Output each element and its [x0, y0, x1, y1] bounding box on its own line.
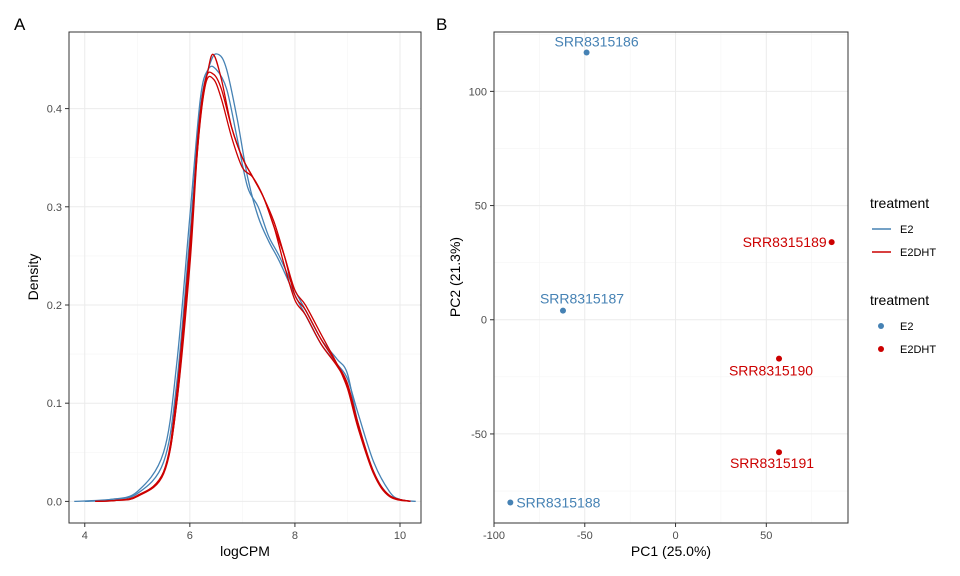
pca-y-tick-label: 0	[481, 315, 487, 327]
legend-line-treatment: treatment E2 E2DHT	[870, 195, 936, 259]
legend-point-key-e2dht	[878, 346, 884, 352]
density-x-axis-title: logCPM	[220, 543, 270, 559]
legend-point-key-e2	[878, 323, 884, 329]
pca-y-axis-title: PC2 (21.3%)	[447, 237, 463, 317]
pca-plot: SRR8315186 SRR8315187 SRR8315188 SRR8315189…	[447, 31, 849, 559]
panel-tag-b: B	[436, 15, 447, 34]
density-x-tick-label: 6	[187, 530, 193, 542]
density-plot: 4 6 8 10 0.0 0.1 0.2 0.3 0.4 logCPM Density	[25, 31, 422, 559]
density-grid	[69, 32, 421, 523]
pca-plot-background	[494, 32, 848, 523]
density-curves	[74, 53, 416, 503]
density-y-axis: 0.0 0.1 0.2 0.3 0.4	[47, 104, 69, 508]
panel-tag-a: A	[14, 15, 26, 34]
pca-point-srr8315190	[776, 355, 783, 362]
density-x-tick-label: 4	[82, 530, 88, 542]
legend-point-treatment: treatment E2 E2DHT	[870, 292, 936, 356]
pca-point-label-srr8315189: SRR8315189	[743, 234, 827, 250]
legend-point-title: treatment	[870, 292, 929, 308]
density-y-tick-label: 0.1	[47, 398, 62, 410]
pca-point-srr8315188	[507, 499, 514, 506]
pca-point-srr8315191	[776, 449, 783, 456]
density-x-axis: 4 6 8 10	[82, 523, 406, 542]
pca-x-axis-title: PC1 (25.0%)	[631, 543, 711, 559]
density-plot-background	[69, 32, 421, 523]
pca-x-axis: -100 -50 0 50	[483, 523, 772, 542]
density-x-tick-label: 8	[292, 530, 298, 542]
density-y-axis-title: Density	[25, 254, 41, 301]
legend-point-label-e2dht: E2DHT	[900, 344, 936, 356]
density-y-tick-label: 0.2	[47, 300, 62, 312]
legend-line-label-e2: E2	[900, 224, 913, 236]
density-curve-e2dht-5	[95, 75, 411, 503]
density-plot-border	[68, 31, 422, 524]
pca-x-tick-label: -100	[483, 530, 505, 542]
pca-y-tick-label: 100	[469, 86, 487, 98]
legend-point-label-e2: E2	[900, 321, 913, 333]
pca-point-srr8315187	[559, 307, 566, 314]
pca-point-label-srr8315188: SRR8315188	[516, 494, 600, 510]
pca-x-tick-label: 50	[760, 530, 772, 542]
legend-line-title: treatment	[870, 195, 929, 211]
density-x-tick-label: 10	[394, 530, 406, 542]
pca-y-axis: -50 0 50 100	[469, 86, 494, 441]
legend-line-label-e2dht: E2DHT	[900, 247, 936, 259]
pca-plot-border	[493, 31, 849, 524]
density-curve-e2-2	[84, 65, 411, 503]
density-y-tick-label: 0.3	[47, 202, 62, 214]
pca-x-tick-label: -50	[577, 530, 593, 542]
pca-point-label-srr8315190: SRR8315190	[729, 363, 813, 379]
density-y-tick-label: 0.0	[47, 496, 62, 508]
pca-point-label-srr8315191: SRR8315191	[730, 455, 814, 471]
pca-point-srr8315186	[583, 49, 590, 56]
density-y-tick-label: 0.4	[47, 104, 62, 116]
pca-point-label-srr8315187: SRR8315187	[540, 291, 624, 307]
pca-points: SRR8315186 SRR8315187 SRR8315188 SRR8315189…	[507, 34, 835, 510]
pca-point-srr8315189	[828, 239, 835, 246]
pca-x-tick-label: 0	[672, 530, 678, 542]
pca-point-label-srr8315186: SRR8315186	[555, 34, 639, 50]
pca-y-tick-label: -50	[471, 429, 487, 441]
pca-y-tick-label: 50	[475, 201, 487, 213]
